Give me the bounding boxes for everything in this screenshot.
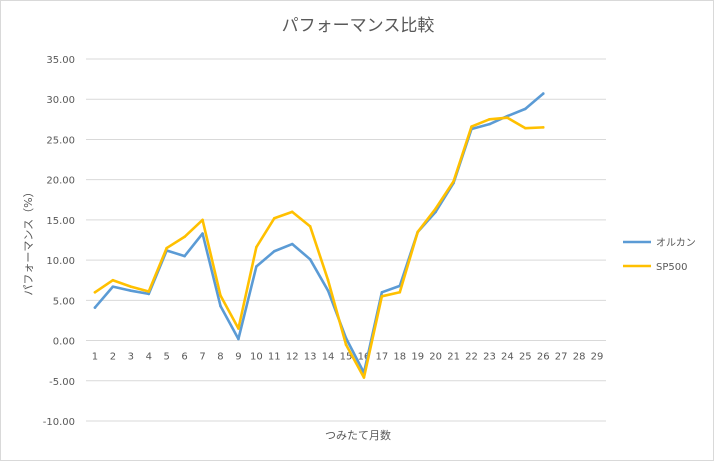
x-tick-label: 14 xyxy=(322,352,335,363)
data-point xyxy=(290,210,294,214)
series-line-1 xyxy=(93,92,545,375)
data-point xyxy=(308,225,312,228)
y-tick-label: 0.00 xyxy=(53,337,75,348)
data-point xyxy=(147,292,151,296)
data-point xyxy=(237,327,240,330)
x-tick-label: 9 xyxy=(235,352,241,363)
data-point xyxy=(434,207,437,210)
data-point xyxy=(470,125,473,128)
chart-title: パフォーマンス比較 xyxy=(282,16,435,36)
data-point xyxy=(308,258,312,261)
x-tick-label: 24 xyxy=(501,352,514,363)
x-tick-label: 10 xyxy=(250,352,263,363)
x-axis-ticks: 1 2 3 4 5 6 7 8 9 10 11 12 13 14 15 16 17 18 19 20 21 22 23 24 2… xyxy=(92,352,604,363)
data-point xyxy=(111,285,115,288)
x-tick-label: 11 xyxy=(268,352,281,363)
x-tick-label: 5 xyxy=(164,352,170,363)
data-point xyxy=(272,216,276,220)
x-axis-label: つみたて月数 xyxy=(325,429,391,442)
data-point xyxy=(344,343,348,346)
data-point xyxy=(488,122,491,126)
data-point xyxy=(416,230,420,234)
x-tick-label: 16 xyxy=(358,352,371,363)
y-tick-label: 15.00 xyxy=(46,216,75,227)
y-tick-label: 35.00 xyxy=(46,55,75,66)
data-point xyxy=(183,235,186,239)
data-point xyxy=(488,118,491,121)
data-point xyxy=(380,295,384,298)
data-point xyxy=(165,246,168,250)
x-tick-label: 27 xyxy=(555,352,568,363)
x-tick-label: 28 xyxy=(573,352,586,363)
data-point xyxy=(237,337,240,341)
data-point xyxy=(398,290,402,294)
data-point xyxy=(147,290,151,293)
y-tick-label: 10.00 xyxy=(46,256,75,267)
y-tick-label: 25.00 xyxy=(46,135,75,146)
data-point xyxy=(219,304,222,308)
data-point xyxy=(506,116,509,120)
x-tick-label: 18 xyxy=(393,352,406,363)
data-point xyxy=(541,92,545,95)
data-point xyxy=(326,278,330,282)
x-tick-label: 26 xyxy=(537,352,550,363)
legend-label: オルカン xyxy=(656,237,696,249)
x-tick-label: 23 xyxy=(483,352,496,363)
data-point xyxy=(201,218,204,222)
x-tick-label: 19 xyxy=(411,352,424,363)
y-tick-label: -5.00 xyxy=(49,377,75,388)
data-point xyxy=(362,376,366,379)
y-axis-ticks: 35.00 30.00 25.00 20.00 15.00 10.00 5.00 0.00 -5… xyxy=(43,55,75,428)
x-tick-label: 6 xyxy=(181,352,187,363)
x-tick-label: 20 xyxy=(429,352,442,363)
y-tick-label: 5.00 xyxy=(53,296,75,307)
data-point xyxy=(255,265,258,268)
x-tick-label: 3 xyxy=(128,352,134,363)
x-tick-label: 2 xyxy=(110,352,116,363)
grid-layer xyxy=(86,58,606,422)
x-tick-label: 25 xyxy=(519,352,532,363)
series-layer xyxy=(93,92,545,379)
x-tick-label: 29 xyxy=(591,352,604,363)
data-point xyxy=(183,254,186,258)
x-tick-label: 22 xyxy=(465,352,478,363)
data-point xyxy=(111,278,115,282)
series-line-2 xyxy=(93,116,545,379)
data-point xyxy=(380,290,384,294)
x-tick-label: 15 xyxy=(340,352,353,363)
data-point xyxy=(129,289,133,292)
data-point xyxy=(272,249,276,253)
x-tick-label: 4 xyxy=(146,352,152,363)
data-point xyxy=(93,290,97,294)
data-point xyxy=(201,232,204,235)
y-tick-label: 20.00 xyxy=(46,176,75,187)
data-point xyxy=(129,285,133,288)
y-axis-label: パフォーマンス（%） xyxy=(22,186,35,295)
data-point xyxy=(255,245,258,249)
data-point xyxy=(524,126,527,130)
legend-label: SP500 xyxy=(656,262,687,273)
x-tick-label: 1 xyxy=(92,352,98,363)
data-point xyxy=(219,294,222,297)
data-point xyxy=(541,126,545,129)
legend: オルカン SP500 xyxy=(623,237,696,273)
x-tick-label: 8 xyxy=(217,352,223,363)
y-tick-label: -10.00 xyxy=(43,417,75,428)
x-tick-label: 12 xyxy=(286,352,299,363)
x-tick-label: 7 xyxy=(199,352,205,363)
data-point xyxy=(326,289,330,292)
data-point xyxy=(290,242,294,246)
x-tick-label: 21 xyxy=(447,352,460,363)
data-point xyxy=(452,179,455,183)
y-tick-label: 30.00 xyxy=(46,95,75,106)
x-tick-label: 17 xyxy=(375,352,388,363)
data-point xyxy=(524,107,527,111)
data-point xyxy=(93,306,97,309)
x-tick-label: 13 xyxy=(304,352,317,363)
